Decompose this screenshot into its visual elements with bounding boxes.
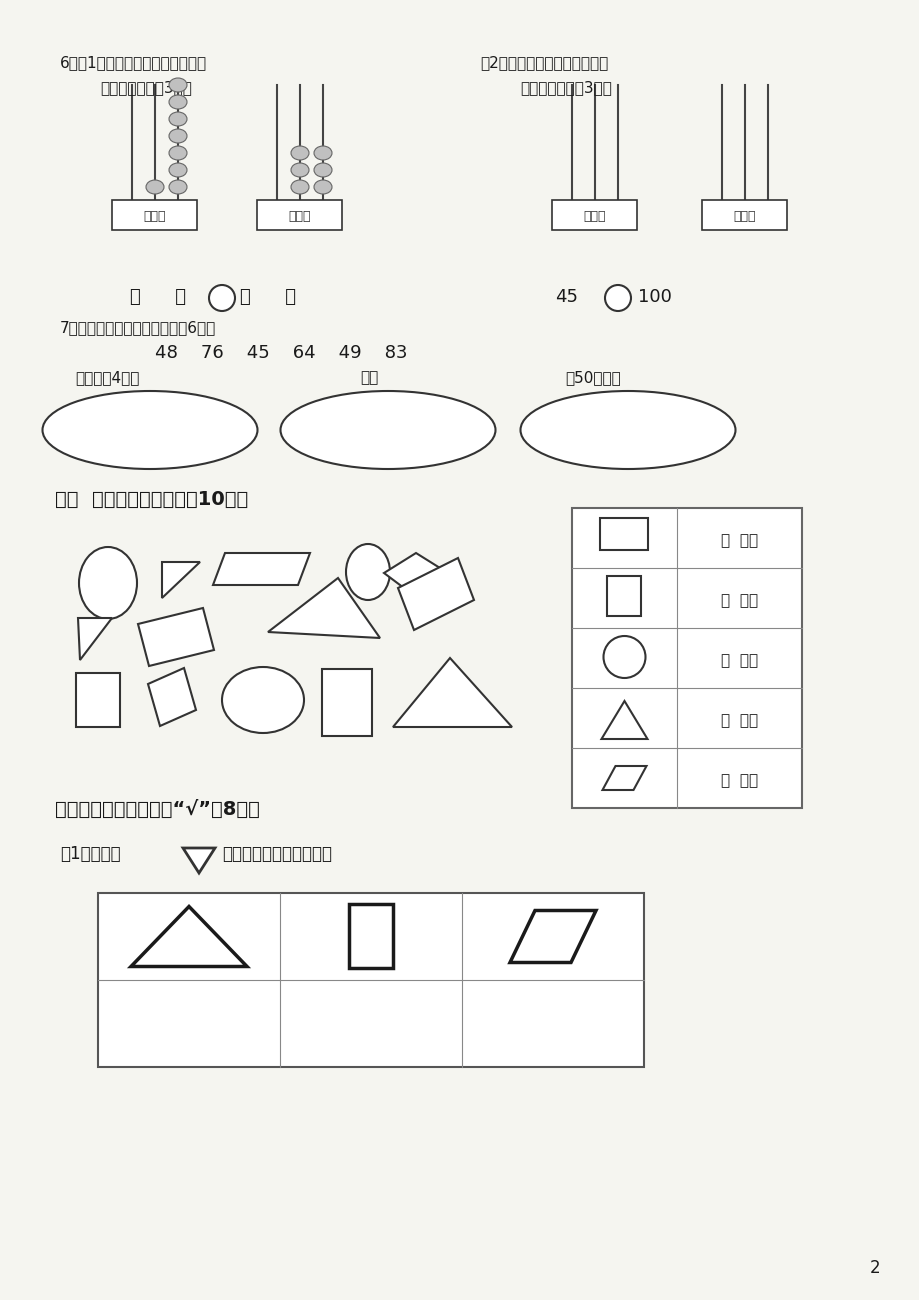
Text: 6、（1）根据计数器先写出得数，: 6、（1）根据计数器先写出得数， bbox=[60, 55, 207, 70]
Text: 7、选择合适的数填在圈里。（6分）: 7、选择合适的数填在圈里。（6分） bbox=[60, 320, 216, 335]
Bar bbox=[607, 576, 641, 616]
Ellipse shape bbox=[42, 391, 257, 469]
Text: （  ）个: （ ）个 bbox=[720, 714, 757, 728]
Polygon shape bbox=[602, 766, 646, 790]
Polygon shape bbox=[213, 552, 310, 585]
Text: （  ）个: （ ）个 bbox=[720, 774, 757, 789]
Bar bbox=[572, 508, 801, 809]
Circle shape bbox=[603, 636, 645, 679]
Ellipse shape bbox=[169, 162, 187, 177]
Text: 百十个: 百十个 bbox=[289, 211, 311, 224]
Text: 48    76    45    64    49    83: 48 76 45 64 49 83 bbox=[154, 344, 407, 361]
Text: 可以拼成下面哪个图形？: 可以拼成下面哪个图形？ bbox=[221, 845, 332, 863]
Polygon shape bbox=[130, 906, 246, 966]
Text: （      ）: （ ） bbox=[240, 289, 296, 306]
Polygon shape bbox=[78, 618, 112, 660]
Text: 45: 45 bbox=[554, 289, 577, 306]
Polygon shape bbox=[138, 608, 214, 666]
Text: 十位上是4的数: 十位上是4的数 bbox=[75, 370, 139, 385]
Polygon shape bbox=[392, 658, 512, 727]
Circle shape bbox=[605, 285, 630, 311]
Bar bbox=[322, 670, 371, 736]
Text: （  ）个: （ ）个 bbox=[720, 594, 757, 608]
Ellipse shape bbox=[169, 146, 187, 160]
Text: 再比较大小。（3分）: 再比较大小。（3分） bbox=[100, 81, 192, 95]
Bar bbox=[348, 903, 392, 967]
Ellipse shape bbox=[221, 667, 303, 733]
Ellipse shape bbox=[346, 543, 390, 601]
Ellipse shape bbox=[146, 179, 164, 194]
Ellipse shape bbox=[313, 179, 332, 194]
Bar bbox=[600, 517, 648, 550]
Circle shape bbox=[209, 285, 234, 311]
Bar bbox=[76, 673, 119, 727]
Bar bbox=[257, 200, 342, 230]
Polygon shape bbox=[398, 558, 473, 630]
Text: （      ）: （ ） bbox=[130, 289, 186, 306]
Ellipse shape bbox=[313, 146, 332, 160]
Text: 四、在正确答案下面画“√”（8分）: 四、在正确答案下面画“√”（8分） bbox=[55, 800, 259, 819]
Text: 三、  数一数，填一填。（10分）: 三、 数一数，填一填。（10分） bbox=[55, 490, 248, 510]
Ellipse shape bbox=[290, 146, 309, 160]
Polygon shape bbox=[601, 701, 647, 738]
Polygon shape bbox=[183, 848, 215, 874]
Ellipse shape bbox=[169, 179, 187, 194]
Ellipse shape bbox=[79, 547, 137, 619]
Ellipse shape bbox=[313, 162, 332, 177]
Bar bbox=[98, 893, 643, 1067]
Text: 百十个: 百十个 bbox=[584, 211, 606, 224]
Ellipse shape bbox=[280, 391, 495, 469]
Bar bbox=[112, 200, 198, 230]
Polygon shape bbox=[383, 552, 448, 597]
Ellipse shape bbox=[290, 162, 309, 177]
Text: 100: 100 bbox=[637, 289, 671, 306]
Polygon shape bbox=[162, 562, 199, 598]
Ellipse shape bbox=[520, 391, 734, 469]
Text: （1）用两个: （1）用两个 bbox=[60, 845, 120, 863]
Text: （  ）个: （ ）个 bbox=[720, 654, 757, 668]
Polygon shape bbox=[509, 910, 596, 962]
Polygon shape bbox=[267, 578, 380, 638]
Ellipse shape bbox=[169, 78, 187, 92]
Text: 单数: 单数 bbox=[359, 370, 378, 385]
Text: 再比较大小。（3分）: 再比较大小。（3分） bbox=[519, 81, 611, 95]
Text: 百十个: 百十个 bbox=[733, 211, 755, 224]
Text: 比50大的数: 比50大的数 bbox=[564, 370, 620, 385]
Ellipse shape bbox=[169, 95, 187, 109]
Text: （  ）个: （ ）个 bbox=[720, 533, 757, 549]
Bar bbox=[552, 200, 637, 230]
Ellipse shape bbox=[169, 129, 187, 143]
Polygon shape bbox=[148, 668, 196, 725]
Text: （2）在计数器上先画出算珠，: （2）在计数器上先画出算珠， bbox=[480, 55, 607, 70]
Text: 2: 2 bbox=[868, 1258, 879, 1277]
Text: 百十个: 百十个 bbox=[143, 211, 166, 224]
Ellipse shape bbox=[290, 179, 309, 194]
Bar bbox=[702, 200, 787, 230]
Ellipse shape bbox=[169, 112, 187, 126]
